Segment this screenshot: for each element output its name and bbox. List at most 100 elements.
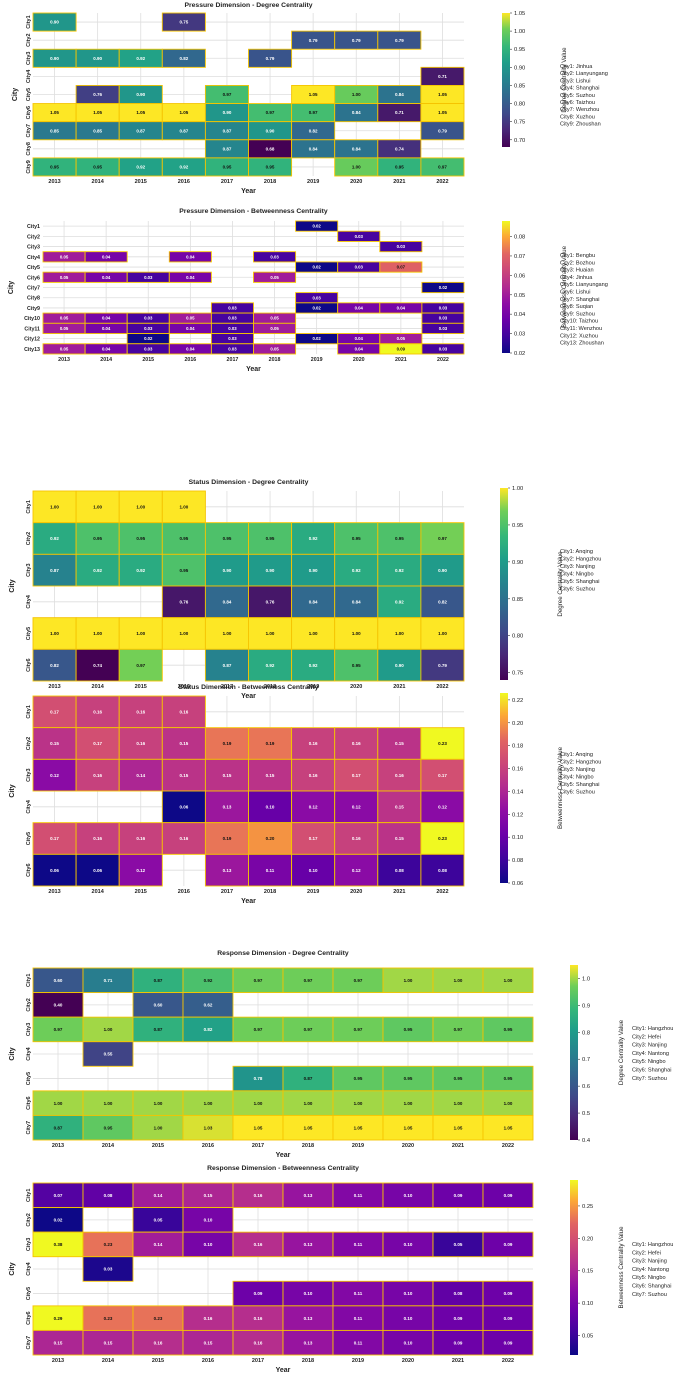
y-tick-label: City4 (26, 1046, 32, 1060)
heatmap-cell (182, 1182, 234, 1209)
cell-value-label: 0.05 (270, 275, 279, 280)
cell-value-label: 0.82 (204, 1027, 213, 1032)
heatmap-cell (382, 1231, 434, 1258)
cell-value-label: 0.06 (50, 868, 59, 873)
cell-value-label: 0.92 (179, 165, 188, 170)
heatmap-cell (32, 12, 77, 32)
y-tick-label: City1 (26, 974, 32, 987)
cell-value-label: 0.23 (104, 1242, 113, 1247)
cell-value-label: 0.97 (304, 978, 313, 983)
heatmap-cell (84, 251, 128, 263)
cell-value-label: 1.00 (395, 631, 404, 636)
x-axis-label: Year (246, 366, 261, 373)
heatmap-cell (334, 853, 379, 887)
cell-value-label: 0.38 (54, 1242, 63, 1247)
heatmap-cell (432, 1182, 484, 1209)
colorbar-tick-label: 0.6 (582, 1084, 590, 1090)
colorbar-tick-label: 0.06 (512, 881, 523, 887)
x-tick-label: 2019 (352, 1143, 364, 1149)
heatmap-cell (420, 522, 465, 555)
cell-value-label: 0.15 (395, 804, 404, 809)
y-tick-label: City5 (26, 627, 32, 640)
cell-value-label: 1.00 (352, 92, 361, 97)
cell-value-label: 0.17 (309, 836, 318, 841)
legend-entry: City7: Suzhou (632, 1076, 667, 1082)
heatmap-cell (291, 853, 336, 887)
x-axis-label: Year (241, 693, 256, 700)
cell-value-label: 0.97 (54, 1027, 63, 1032)
heatmap-cell (118, 758, 163, 792)
heatmap-cell (182, 967, 234, 994)
x-axis-label: Year (241, 188, 256, 195)
cell-value-label: 0.92 (309, 536, 318, 541)
legend-entry: City5: Shanghai (560, 579, 600, 585)
heatmap-cell (482, 967, 534, 994)
heatmap-cell (482, 1182, 534, 1209)
legend-entry: City9: Suzhou (560, 311, 595, 317)
cell-value-label: 0.05 (270, 316, 279, 321)
heatmap-cell (204, 617, 249, 650)
x-tick-label: 2021 (452, 1358, 464, 1364)
heatmap-cell (248, 617, 293, 650)
cell-value-label: 0.09 (504, 1242, 513, 1247)
heatmap-cell (382, 1182, 434, 1209)
cell-value-label: 0.92 (395, 568, 404, 573)
cell-value-label: 0.16 (154, 1340, 163, 1345)
colorbar-tick-label: 0.05 (514, 293, 525, 299)
cell-value-label: 0.23 (438, 836, 447, 841)
heatmap-cell (82, 1329, 134, 1356)
cell-value-label: 0.92 (136, 165, 145, 170)
cell-value-label: 0.13 (223, 868, 232, 873)
colorbar-tick-label: 0.08 (512, 858, 523, 864)
cell-value-label: 0.87 (223, 663, 232, 668)
heatmap-cell (291, 790, 336, 824)
legend-entry: City2: Bozhou (560, 260, 595, 266)
heatmap-cell (334, 553, 379, 587)
heatmap-cell (291, 553, 336, 587)
heatmap-cell (253, 343, 297, 355)
heatmap-cell (379, 241, 423, 253)
heatmap-cell (291, 617, 336, 650)
heatmap-cell (161, 585, 206, 619)
heatmap-cell (161, 522, 206, 555)
cell-value-label: 0.03 (228, 326, 237, 331)
heatmap-cell (82, 1305, 134, 1331)
heatmap-cell (282, 1182, 334, 1209)
cell-value-label: 0.02 (312, 306, 321, 311)
heatmap-cell (420, 790, 465, 824)
cell-value-label: 0.16 (93, 709, 102, 714)
y-tick-label: City4 (26, 799, 32, 813)
heatmap-cell (253, 322, 297, 334)
x-tick-label: 2016 (178, 889, 190, 895)
y-tick-label: City4 (27, 255, 40, 261)
y-axis-label: City (12, 88, 19, 101)
heatmap-cell (332, 1114, 384, 1141)
cell-value-label: 0.90 (50, 20, 59, 25)
cell-value-label: 1.00 (179, 504, 188, 509)
y-tick-label: City11 (24, 326, 40, 332)
cell-value-label: 0.92 (204, 978, 213, 983)
cell-value-label: 0.92 (352, 568, 361, 573)
x-tick-label: 2014 (92, 684, 105, 690)
heatmap-cell (204, 585, 249, 619)
cell-value-label: 0.05 (397, 336, 406, 341)
colorbar (570, 1180, 578, 1355)
x-tick-label: 2021 (393, 179, 405, 185)
heatmap-cell (161, 48, 206, 68)
cell-value-label: 0.90 (309, 568, 318, 573)
cell-value-label: 0.16 (204, 1316, 213, 1321)
cell-value-label: 0.16 (352, 741, 361, 746)
cell-value-label: 1.00 (154, 1101, 163, 1106)
heatmap-cell (482, 1231, 534, 1258)
cell-value-label: 0.08 (454, 1291, 463, 1296)
y-tick-label: City9 (27, 306, 40, 312)
legend-entry: City7: Shanghai (560, 297, 600, 303)
heatmap-cell (118, 727, 163, 760)
x-tick-label: 2018 (269, 357, 281, 363)
cell-value-label: 0.95 (404, 1076, 413, 1081)
cell-value-label: 0.17 (50, 836, 59, 841)
cell-value-label: 0.09 (454, 1340, 463, 1345)
cell-value-label: 0.14 (154, 1193, 163, 1198)
colorbar-tick-label: 0.08 (514, 235, 525, 241)
